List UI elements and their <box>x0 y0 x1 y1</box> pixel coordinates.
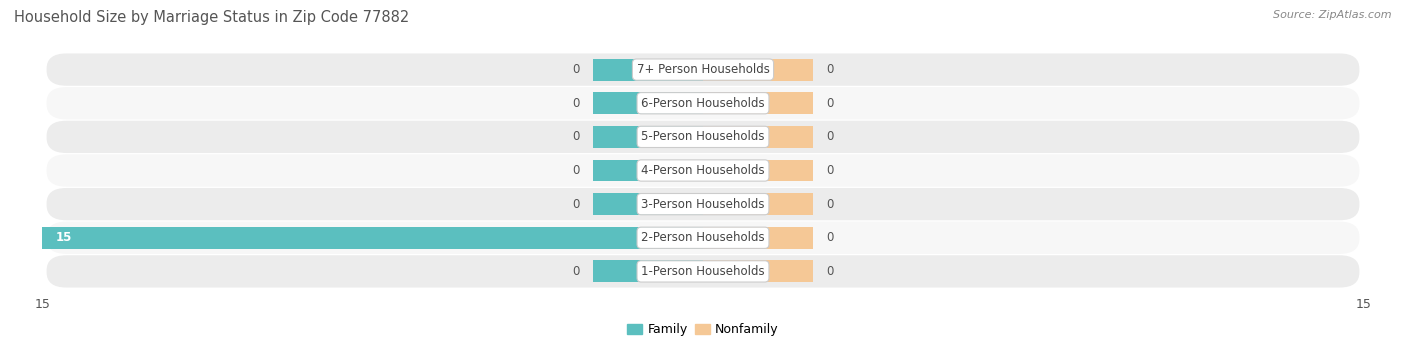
Text: 0: 0 <box>572 164 579 177</box>
Text: 4-Person Households: 4-Person Households <box>641 164 765 177</box>
FancyBboxPatch shape <box>46 222 1360 254</box>
Text: 3-Person Households: 3-Person Households <box>641 198 765 211</box>
Text: 0: 0 <box>572 198 579 211</box>
Bar <box>703 126 813 148</box>
Bar <box>703 92 813 114</box>
Text: 0: 0 <box>827 164 834 177</box>
Text: 7+ Person Households: 7+ Person Households <box>637 63 769 76</box>
Text: 0: 0 <box>827 130 834 143</box>
Text: 0: 0 <box>827 231 834 244</box>
FancyBboxPatch shape <box>46 255 1360 287</box>
Text: 1-Person Households: 1-Person Households <box>641 265 765 278</box>
Text: 0: 0 <box>827 63 834 76</box>
Bar <box>593 261 703 282</box>
Bar <box>593 59 703 80</box>
Text: 6-Person Households: 6-Person Households <box>641 97 765 110</box>
Bar <box>593 193 703 215</box>
FancyBboxPatch shape <box>46 87 1360 119</box>
Bar <box>703 160 813 181</box>
FancyBboxPatch shape <box>46 121 1360 153</box>
FancyBboxPatch shape <box>46 154 1360 187</box>
Bar <box>703 59 813 80</box>
Text: 0: 0 <box>827 198 834 211</box>
Bar <box>703 193 813 215</box>
Bar <box>703 227 813 249</box>
Text: 2-Person Households: 2-Person Households <box>641 231 765 244</box>
Legend: Family, Nonfamily: Family, Nonfamily <box>623 318 783 341</box>
Bar <box>593 126 703 148</box>
Bar <box>703 261 813 282</box>
Text: 0: 0 <box>572 97 579 110</box>
Text: 5-Person Households: 5-Person Households <box>641 130 765 143</box>
Text: Household Size by Marriage Status in Zip Code 77882: Household Size by Marriage Status in Zip… <box>14 10 409 25</box>
Text: Source: ZipAtlas.com: Source: ZipAtlas.com <box>1274 10 1392 20</box>
Text: 0: 0 <box>827 265 834 278</box>
Text: 15: 15 <box>55 231 72 244</box>
Text: 0: 0 <box>572 130 579 143</box>
Bar <box>593 92 703 114</box>
Bar <box>593 160 703 181</box>
Text: 0: 0 <box>827 97 834 110</box>
Text: 0: 0 <box>572 63 579 76</box>
FancyBboxPatch shape <box>46 54 1360 86</box>
Bar <box>42 227 703 249</box>
FancyBboxPatch shape <box>46 188 1360 220</box>
Text: 0: 0 <box>572 265 579 278</box>
